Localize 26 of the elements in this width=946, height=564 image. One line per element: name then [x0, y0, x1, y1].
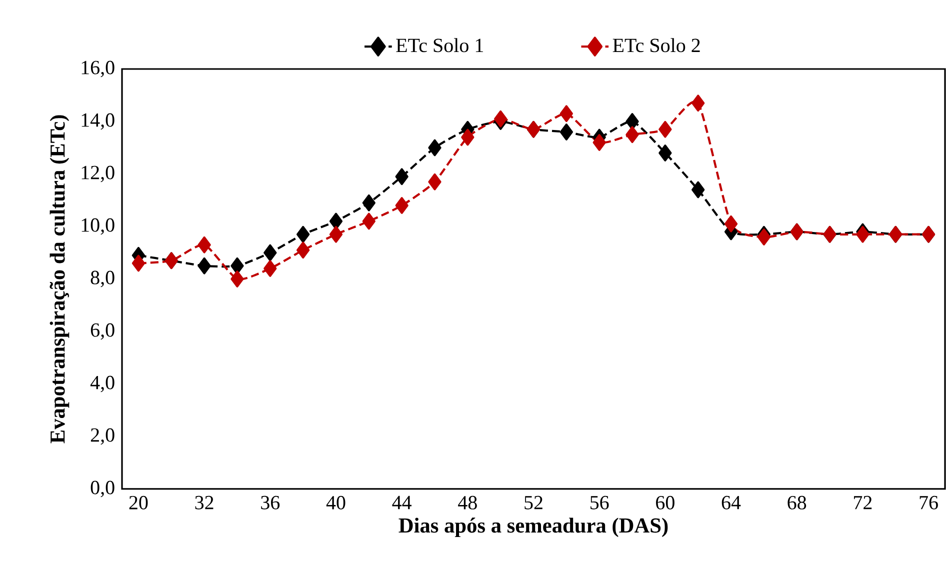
x-tick-label: 64: [722, 496, 741, 510]
y-tick-label: 0,0: [90, 480, 114, 498]
x-tick-label: 40: [326, 496, 346, 510]
x-tick-label: 60: [656, 496, 674, 510]
y-tick-label: 4,0: [90, 376, 114, 392]
y-tick-label: 12,0: [82, 166, 114, 182]
y-tick-label: 6,0: [90, 323, 114, 340]
y-tick-label: 8,0: [90, 270, 114, 288]
legend-label: ETc Solo 2: [612, 38, 700, 52]
x-tick-label: 36: [261, 496, 280, 510]
x-tick-label: 72: [854, 496, 872, 510]
x-tick-label: 52: [524, 496, 542, 510]
legend-label: ETc Solo 1: [396, 38, 483, 52]
x-tick-label: 48: [458, 496, 477, 510]
y-tick-label: 10,0: [82, 218, 114, 235]
x-tick-label: 76: [920, 496, 938, 510]
x-tick-label: 20: [129, 496, 148, 510]
y-tick-label: 16,0: [82, 60, 114, 78]
y-axis-title: Evapotranspiração da cultura (ETc): [50, 115, 70, 444]
x-tick-label: 44: [392, 496, 412, 510]
x-tick-label: 56: [590, 496, 609, 510]
y-tick-label: 2,0: [90, 428, 114, 445]
x-axis-title: Dias após a semeadura (DAS): [398, 518, 668, 538]
y-tick-label: 14,0: [82, 113, 114, 130]
x-tick-label: 68: [788, 496, 806, 510]
x-tick-label: 32: [195, 496, 214, 510]
